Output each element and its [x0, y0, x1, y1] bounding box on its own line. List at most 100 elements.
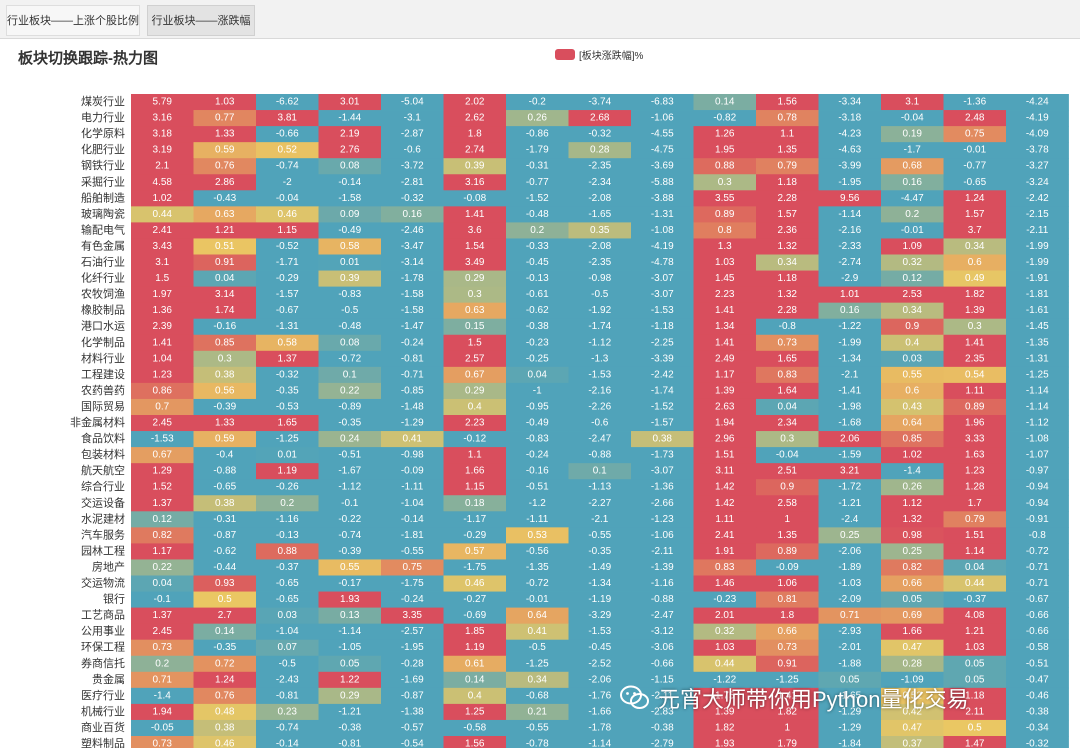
heatmap-cell[interactable] [693, 206, 757, 223]
heatmap-cell[interactable] [256, 687, 319, 705]
heatmap-cell[interactable] [881, 479, 944, 496]
heatmap-cell[interactable] [881, 703, 944, 721]
heatmap-cell[interactable] [943, 174, 1007, 191]
heatmap-cell[interactable] [568, 334, 632, 352]
heatmap-cell[interactable] [381, 655, 444, 673]
heatmap-cell[interactable] [131, 142, 194, 159]
heatmap-cell[interactable] [693, 238, 757, 255]
heatmap-cell[interactable] [381, 318, 444, 336]
heatmap-cell[interactable] [131, 671, 194, 689]
heatmap-cell[interactable] [193, 719, 257, 737]
heatmap-cell[interactable] [131, 639, 194, 657]
heatmap-cell[interactable] [318, 527, 382, 544]
heatmap-cell[interactable] [443, 190, 507, 207]
heatmap-cell[interactable] [693, 703, 757, 721]
heatmap-cell[interactable] [506, 607, 569, 625]
heatmap-cell[interactable] [756, 94, 819, 111]
heatmap-cell[interactable] [131, 350, 194, 368]
heatmap-cell[interactable] [818, 463, 882, 480]
tab-rising-stock-ratio[interactable]: 行业板块——上涨个股比例 [6, 5, 140, 36]
heatmap-cell[interactable] [131, 591, 194, 608]
heatmap-cell[interactable] [443, 334, 507, 352]
heatmap-cell[interactable] [756, 687, 819, 705]
heatmap-cell[interactable] [193, 126, 257, 143]
heatmap-cell[interactable] [256, 479, 319, 496]
heatmap-cell[interactable] [881, 447, 944, 464]
heatmap-cell[interactable] [818, 655, 882, 673]
heatmap-cell[interactable] [318, 94, 382, 111]
heatmap-cell[interactable] [443, 575, 507, 592]
heatmap-cell[interactable] [881, 350, 944, 368]
heatmap-cell[interactable] [256, 398, 319, 416]
heatmap-cell[interactable] [506, 736, 569, 748]
heatmap-cell[interactable] [1006, 126, 1069, 143]
heatmap-cell[interactable] [1006, 190, 1069, 207]
heatmap-cell[interactable] [631, 350, 694, 368]
heatmap-cell[interactable] [818, 719, 882, 737]
heatmap-cell[interactable] [381, 190, 444, 207]
heatmap-cell[interactable] [318, 270, 382, 287]
heatmap-cell[interactable] [756, 318, 819, 336]
heatmap-cell[interactable] [818, 270, 882, 287]
heatmap-cell[interactable] [881, 543, 944, 560]
heatmap-cell[interactable] [568, 190, 632, 207]
heatmap-cell[interactable] [193, 527, 257, 544]
heatmap-cell[interactable] [193, 495, 257, 512]
heatmap-cell[interactable] [693, 591, 757, 608]
heatmap-cell[interactable] [943, 318, 1007, 336]
heatmap-cell[interactable] [443, 382, 507, 400]
heatmap-cell[interactable] [131, 431, 194, 448]
heatmap-cell[interactable] [381, 719, 444, 737]
heatmap-cell[interactable] [193, 206, 257, 223]
heatmap-cell[interactable] [131, 206, 194, 223]
heatmap-cell[interactable] [381, 703, 444, 721]
heatmap-cell[interactable] [756, 736, 819, 748]
heatmap-cell[interactable] [943, 527, 1007, 544]
heatmap-cell[interactable] [943, 479, 1007, 496]
heatmap-cell[interactable] [631, 527, 694, 544]
heatmap-cell[interactable] [131, 302, 194, 320]
heatmap-cell[interactable] [943, 687, 1007, 705]
heatmap-cell[interactable] [443, 687, 507, 705]
heatmap-cell[interactable] [631, 382, 694, 400]
heatmap-cell[interactable] [1006, 382, 1069, 400]
heatmap-cell[interactable] [443, 671, 507, 689]
heatmap-cell[interactable] [631, 110, 694, 127]
heatmap-cell[interactable] [631, 655, 694, 673]
heatmap-cell[interactable] [193, 158, 257, 175]
heatmap-cell[interactable] [568, 479, 632, 496]
heatmap-cell[interactable] [818, 350, 882, 368]
heatmap-cell[interactable] [693, 575, 757, 592]
heatmap-cell[interactable] [693, 543, 757, 560]
heatmap-cell[interactable] [506, 270, 569, 287]
heatmap-cell[interactable] [506, 719, 569, 737]
heatmap-cell[interactable] [693, 527, 757, 544]
heatmap-cell[interactable] [818, 575, 882, 592]
heatmap-cell[interactable] [443, 302, 507, 320]
heatmap-cell[interactable] [381, 463, 444, 480]
heatmap-cell[interactable] [631, 94, 694, 111]
heatmap-cell[interactable] [381, 270, 444, 287]
heatmap-cell[interactable] [631, 158, 694, 175]
heatmap-cell[interactable] [131, 511, 194, 528]
heatmap-cell[interactable] [693, 366, 757, 384]
heatmap-cell[interactable] [1006, 736, 1069, 748]
heatmap-cell[interactable] [318, 687, 382, 705]
heatmap-cell[interactable] [756, 158, 819, 175]
heatmap-cell[interactable] [256, 655, 319, 673]
heatmap-cell[interactable] [818, 543, 882, 560]
heatmap-cell[interactable] [756, 126, 819, 143]
heatmap-cell[interactable] [881, 495, 944, 512]
heatmap-cell[interactable] [881, 607, 944, 625]
heatmap-cell[interactable] [443, 543, 507, 560]
heatmap-cell[interactable] [1006, 158, 1069, 175]
heatmap-cell[interactable] [443, 463, 507, 480]
heatmap-cell[interactable] [193, 511, 257, 528]
heatmap-cell[interactable] [381, 736, 444, 748]
heatmap-cell[interactable] [631, 687, 694, 705]
heatmap-cell[interactable] [256, 527, 319, 544]
heatmap-cell[interactable] [381, 174, 444, 191]
heatmap-cell[interactable] [381, 623, 444, 641]
heatmap-cell[interactable] [1006, 142, 1069, 159]
heatmap-cell[interactable] [756, 350, 819, 368]
